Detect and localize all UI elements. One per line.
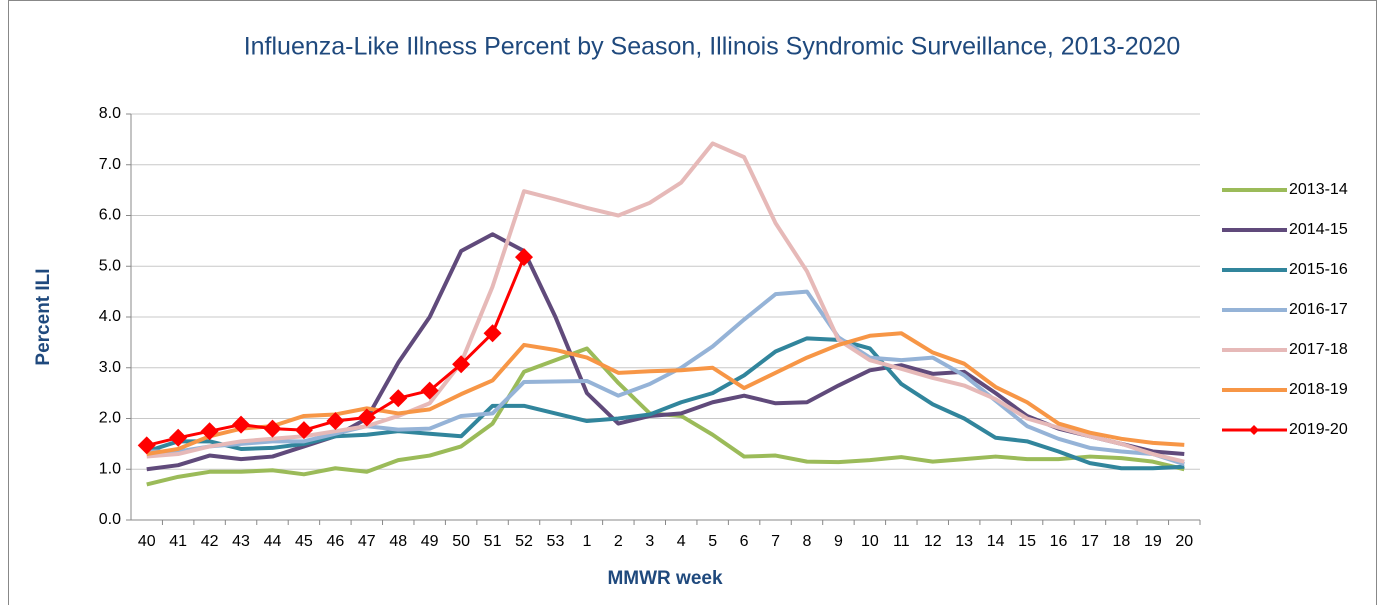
x-tick-label: 15: [1018, 533, 1036, 550]
y-tick-label: 7.0: [99, 156, 121, 173]
x-tick-label: 13: [955, 533, 973, 550]
x-tick-label: 7: [771, 533, 780, 550]
data-point: [483, 324, 502, 343]
x-tick-label: 10: [861, 533, 879, 550]
x-tick-label: 44: [264, 533, 282, 550]
y-tick-label: 4.0: [99, 308, 121, 325]
x-tick-label: 14: [987, 533, 1005, 550]
x-tick-label: 43: [232, 533, 250, 550]
x-tick-label: 16: [1050, 533, 1068, 550]
data-point: [452, 355, 471, 374]
y-tick-label: 0.0: [99, 511, 121, 528]
x-tick-label: 41: [169, 533, 187, 550]
legend-marker: [1249, 425, 1259, 435]
x-tick-label: 47: [358, 533, 376, 550]
series-line: [146, 289, 1185, 467]
x-tick-label: 52: [515, 533, 533, 550]
data-point: [515, 248, 534, 267]
y-tick-label: 6.0: [99, 207, 121, 224]
x-tick-label: 9: [834, 533, 843, 550]
x-tick-label: 18: [1112, 533, 1130, 550]
data-point: [420, 381, 439, 400]
legend-label: 2017-18: [1289, 341, 1348, 358]
x-tick-label: 20: [1175, 533, 1193, 550]
x-tick-label: 50: [452, 533, 470, 550]
chart-frame: [8, 0, 1377, 610]
data-point: [326, 412, 345, 431]
x-tick-label: 45: [295, 533, 313, 550]
y-tick-label: 1.0: [99, 460, 121, 477]
x-tick-label: 51: [484, 533, 502, 550]
x-tick-label: 8: [803, 533, 812, 550]
legend-label: 2014-15: [1289, 221, 1348, 238]
x-tick-label: 5: [708, 533, 717, 550]
x-tick-label: 53: [547, 533, 565, 550]
y-tick-label: 8.0: [99, 105, 121, 122]
data-point: [169, 428, 188, 447]
x-tick-label: 48: [389, 533, 407, 550]
x-tick-label: 46: [326, 533, 344, 550]
legend-label: 2018-19: [1289, 381, 1348, 398]
legend-label: 2015-16: [1289, 261, 1348, 278]
legend-label: 2019-20: [1289, 421, 1348, 438]
legend-label: 2016-17: [1289, 301, 1348, 318]
series-line: [146, 336, 1185, 471]
y-tick-label: 2.0: [99, 410, 121, 427]
x-tick-label: 40: [138, 533, 156, 550]
y-tick-label: 3.0: [99, 359, 121, 376]
x-tick-label: 19: [1144, 533, 1162, 550]
x-tick-label: 11: [893, 533, 910, 550]
data-point: [200, 422, 219, 441]
x-tick-label: 3: [645, 533, 654, 550]
data-point: [389, 389, 408, 408]
data-point: [263, 419, 282, 438]
legend-label: 2013-14: [1289, 181, 1348, 198]
y-tick-label: 5.0: [99, 257, 121, 274]
x-tick-label: 6: [740, 533, 749, 550]
x-tick-label: 49: [421, 533, 439, 550]
y-axis-title: Percent ILI: [33, 268, 54, 365]
data-point: [357, 408, 376, 427]
series-line: [146, 141, 1185, 464]
x-tick-label: 2: [614, 533, 623, 550]
chart-title: Influenza-Like Illness Percent by Season…: [244, 33, 1181, 61]
data-point: [294, 421, 313, 440]
x-tick-label: 17: [1081, 533, 1099, 550]
data-point: [232, 415, 251, 434]
x-tick-label: 1: [582, 533, 591, 550]
x-axis-title: MMWR week: [607, 568, 723, 589]
x-tick-label: 12: [924, 533, 942, 550]
x-tick-label: 4: [677, 533, 686, 550]
x-tick-label: 42: [201, 533, 219, 550]
series-line: [146, 331, 1185, 456]
data-point: [137, 436, 156, 455]
